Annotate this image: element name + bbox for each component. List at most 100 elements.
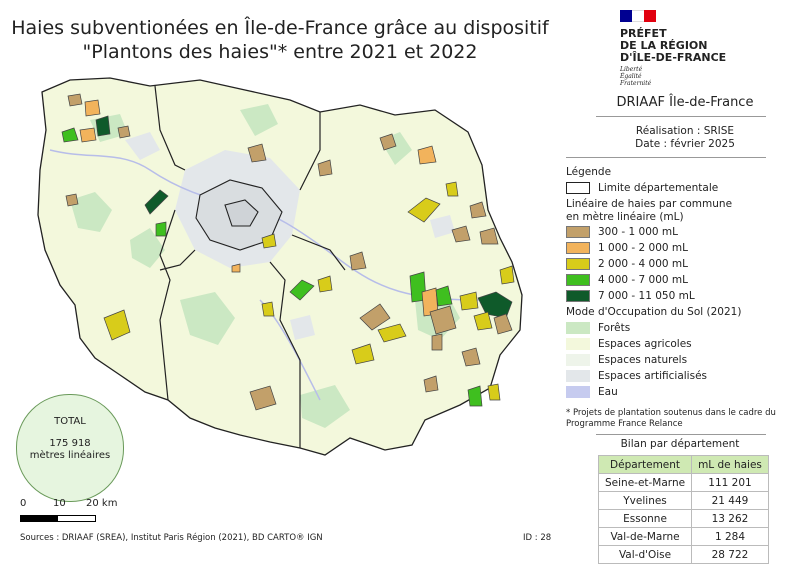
hedge-swatch bbox=[566, 242, 590, 254]
commune-polygon bbox=[289, 279, 315, 301]
value-cell: 1 284 bbox=[691, 527, 769, 546]
commune-polygon bbox=[417, 145, 437, 165]
prefet-line-1: PRÉFET bbox=[620, 27, 667, 40]
commune-polygon bbox=[431, 333, 443, 351]
table-row: Yvelines 21 449 bbox=[597, 491, 769, 510]
commune-polygon bbox=[231, 263, 241, 273]
land-swatch bbox=[566, 322, 590, 334]
legend-label: Espaces agricoles bbox=[598, 338, 692, 350]
flag-white bbox=[632, 10, 644, 22]
table-header-row: Département mL de haies bbox=[597, 455, 769, 474]
legend-item-boundary: Limite départementale bbox=[566, 180, 741, 196]
bilan-title: Bilan par département bbox=[620, 438, 740, 450]
department-cell: Val-de-Marne bbox=[597, 527, 693, 546]
hedge-communes bbox=[61, 93, 515, 411]
table-row: Val-de-Marne 1 284 bbox=[597, 527, 769, 546]
legend-label: Limite départementale bbox=[598, 182, 719, 194]
legend-item-hedge: 7 000 - 11 050 mL bbox=[566, 288, 741, 304]
legend-item-land: Espaces agricoles bbox=[566, 336, 741, 352]
commune-polygon bbox=[249, 385, 277, 411]
prefet-logo: PRÉFET DE LA RÉGION D'ÎLE-DE-FRANCE Libe… bbox=[620, 10, 726, 87]
divider bbox=[596, 434, 766, 435]
table-row: Essonne 13 262 bbox=[597, 509, 769, 528]
map-id: ID : 28 bbox=[523, 533, 552, 543]
commune-polygon bbox=[349, 251, 367, 271]
legend-label: 7 000 - 11 050 mL bbox=[598, 290, 695, 302]
commune-polygon bbox=[84, 99, 101, 117]
scale-tick-20: 20 km bbox=[86, 498, 118, 509]
commune-polygon bbox=[423, 375, 439, 393]
hedge-swatch bbox=[566, 290, 590, 302]
motto: Liberté Égalité Fraternité bbox=[620, 66, 726, 87]
legend-label: 300 - 1 000 mL bbox=[598, 226, 678, 238]
department-cell: Seine-et-Marne bbox=[597, 473, 693, 492]
realisation-info: Réalisation : SRISE Date : février 2025 bbox=[590, 125, 780, 151]
commune-polygon bbox=[459, 291, 479, 311]
divider bbox=[596, 116, 766, 117]
scale-graphic bbox=[20, 515, 96, 522]
prefet-text: PRÉFET DE LA RÉGION D'ÎLE-DE-FRANCE bbox=[620, 28, 726, 64]
sources: Sources : DRIAAF (SREA), Institut Paris … bbox=[20, 533, 323, 543]
commune-polygon bbox=[379, 133, 397, 151]
department-cell: Essonne bbox=[597, 509, 693, 528]
organisation-name: DRIAAF Île-de-France bbox=[616, 95, 754, 110]
bilan-table: Département mL de haies Seine-et-Marne 1… bbox=[597, 455, 769, 564]
title-line-2: "Plantons des haies"* entre 2021 et 2022 bbox=[82, 41, 478, 63]
title-line-1: Haies subventionées en Île-de-France grâ… bbox=[11, 17, 549, 39]
commune-polygon bbox=[407, 197, 441, 223]
legend-label: Espaces naturels bbox=[598, 354, 688, 366]
legend-item-land: Espaces naturels bbox=[566, 352, 741, 368]
region-map bbox=[37, 77, 523, 456]
commune-polygon bbox=[359, 303, 391, 331]
prefet-line-2: DE LA RÉGION bbox=[620, 39, 708, 52]
value-cell: 13 262 bbox=[691, 509, 769, 528]
legend-label: Espaces artificialisés bbox=[598, 370, 708, 382]
hedge-swatch bbox=[566, 274, 590, 286]
legend-label: Forêts bbox=[598, 322, 631, 334]
commune-polygon bbox=[351, 343, 375, 365]
commune-polygon bbox=[435, 285, 453, 307]
column-header: Département bbox=[597, 455, 693, 474]
flag-icon bbox=[620, 10, 656, 22]
flag-red bbox=[644, 10, 656, 22]
legend-item-land: Forêts bbox=[566, 320, 741, 336]
legend-label: Eau bbox=[598, 386, 618, 398]
column-header: mL de haies bbox=[691, 455, 769, 474]
commune-polygon bbox=[317, 275, 333, 293]
hedge-title-line-1: Linéaire de haies par commune bbox=[566, 198, 733, 210]
commune-polygon bbox=[377, 323, 407, 343]
total-badge: TOTAL 175 918 mètres linéaires bbox=[16, 394, 124, 502]
legend-label: 4 000 - 7 000 mL bbox=[598, 274, 688, 286]
commune-polygon bbox=[261, 233, 277, 249]
boundary-swatch bbox=[566, 182, 590, 194]
legend-item-hedge: 4 000 - 7 000 mL bbox=[566, 272, 741, 288]
total-label: TOTAL bbox=[54, 416, 86, 427]
land-swatch bbox=[566, 386, 590, 398]
inner-departments bbox=[195, 179, 283, 251]
map-title: Haies subventionées en Île-de-France grâ… bbox=[10, 16, 550, 64]
legend-item-hedge: 1 000 - 2 000 mL bbox=[566, 240, 741, 256]
total-value: 175 918 bbox=[49, 438, 91, 449]
value-cell: 21 449 bbox=[691, 491, 769, 510]
commune-polygon bbox=[103, 309, 131, 341]
value-cell: 28 722 bbox=[691, 545, 769, 564]
motto-line-2: Égalité bbox=[620, 73, 642, 80]
realisation-line-2: Date : février 2025 bbox=[635, 138, 735, 150]
legend-label: 1 000 - 2 000 mL bbox=[598, 242, 688, 254]
table-row: Val-d'Oise 28 722 bbox=[597, 545, 769, 564]
commune-polygon bbox=[144, 189, 169, 215]
commune-polygon bbox=[117, 125, 131, 139]
total-unit: mètres linéaires bbox=[29, 450, 111, 461]
legend-title: Légende bbox=[566, 166, 612, 178]
land-swatch bbox=[566, 370, 590, 382]
department-cell: Val-d'Oise bbox=[597, 545, 693, 564]
department-boundaries bbox=[154, 85, 346, 448]
divider bbox=[566, 157, 766, 158]
commune-polygon bbox=[469, 201, 487, 219]
footnote-line-1: * Projets de plantation soutenus dans le… bbox=[566, 408, 776, 418]
scale-tick-0: 0 bbox=[20, 498, 27, 509]
commune-polygon bbox=[247, 143, 267, 163]
legend-item-hedge: 2 000 - 4 000 mL bbox=[566, 256, 741, 272]
commune-polygon bbox=[61, 127, 79, 143]
commune-polygon bbox=[445, 181, 459, 197]
